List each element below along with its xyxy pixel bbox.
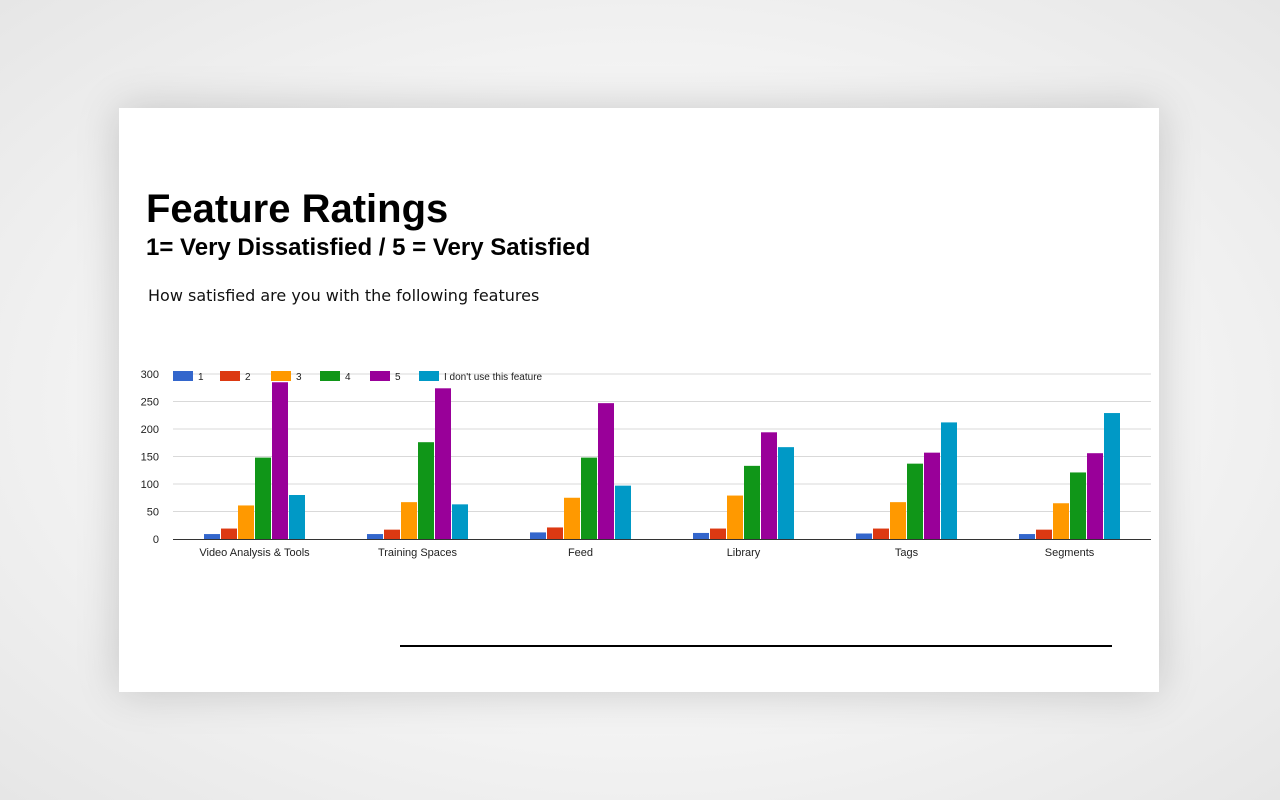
bar-i-don-t-use-this-feature xyxy=(778,447,794,539)
legend-swatch xyxy=(271,371,291,381)
bar-5 xyxy=(435,388,451,539)
legend-swatch xyxy=(370,371,390,381)
bar-i-don-t-use-this-feature xyxy=(615,485,631,539)
x-category-label: Tags xyxy=(895,547,919,559)
bar-4 xyxy=(744,465,760,539)
legend-label: 5 xyxy=(395,372,401,383)
x-category-label: Segments xyxy=(1045,547,1095,559)
bar-3 xyxy=(727,495,743,539)
legend-swatch xyxy=(220,371,240,381)
bar-i-don-t-use-this-feature xyxy=(289,495,305,539)
x-axis-categories: Video Analysis & Tools Training Spaces Fee… xyxy=(199,547,1094,559)
bar-3 xyxy=(890,502,906,539)
bar-2 xyxy=(547,527,563,539)
bar-3 xyxy=(401,502,417,539)
legend-label: I don't use this feature xyxy=(444,372,543,383)
y-axis-ticks: 0 50 100 150 200 250 300 xyxy=(141,369,159,546)
x-category-label: Feed xyxy=(568,547,593,559)
legend-swatch xyxy=(419,371,439,381)
bar-4 xyxy=(907,463,923,539)
bar-4 xyxy=(581,457,597,539)
y-tick-label: 100 xyxy=(141,479,159,491)
bar-2 xyxy=(221,528,237,539)
bar-5 xyxy=(272,382,288,539)
bar-2 xyxy=(1036,529,1052,539)
bar-5 xyxy=(598,403,614,539)
bar-1 xyxy=(1019,534,1035,539)
bar-1 xyxy=(530,532,546,539)
bar-5 xyxy=(761,432,777,539)
y-tick-label: 0 xyxy=(153,534,159,546)
bars xyxy=(204,382,1120,539)
bar-2 xyxy=(384,529,400,539)
bar-4 xyxy=(1070,472,1086,539)
bar-1 xyxy=(204,534,220,539)
bar-i-don-t-use-this-feature xyxy=(941,422,957,539)
legend-label: 1 xyxy=(198,372,204,383)
x-category-label: Video Analysis & Tools xyxy=(199,547,310,559)
bar-i-don-t-use-this-feature xyxy=(1104,413,1120,539)
slide-subtitle: 1= Very Dissatisfied / 5 = Very Satisfie… xyxy=(146,234,591,261)
legend: 1 2 3 4 5 I don't use this feature xyxy=(173,371,543,383)
y-tick-label: 200 xyxy=(141,424,159,436)
bar-3 xyxy=(1053,503,1069,539)
bar-5 xyxy=(1087,453,1103,539)
bar-3 xyxy=(564,497,580,539)
x-category-label: Training Spaces xyxy=(378,547,458,559)
legend-label: 4 xyxy=(345,372,351,383)
y-tick-label: 250 xyxy=(141,397,159,409)
survey-question: How satisfied are you with the following… xyxy=(148,286,540,305)
legend-swatch xyxy=(320,371,340,381)
bar-chart: 0 50 100 150 200 250 300 Video Analysis & Tool… xyxy=(141,369,1151,559)
y-tick-label: 150 xyxy=(141,452,159,464)
bar-1 xyxy=(693,532,709,539)
y-tick-label: 300 xyxy=(141,369,159,381)
slide-title: Feature Ratings xyxy=(146,187,449,231)
legend-swatch xyxy=(173,371,193,381)
x-category-label: Library xyxy=(727,547,761,559)
y-tick-label: 50 xyxy=(147,507,159,519)
bar-1 xyxy=(856,533,872,539)
legend-label: 3 xyxy=(296,372,302,383)
bar-5 xyxy=(924,452,940,539)
bar-1 xyxy=(367,534,383,539)
divider-line xyxy=(400,645,1112,647)
bar-4 xyxy=(418,442,434,539)
legend-label: 2 xyxy=(245,372,251,383)
bar-2 xyxy=(710,528,726,539)
slide: Feature Ratings 1= Very Dissatisfied / 5… xyxy=(119,108,1159,692)
gridlines xyxy=(173,373,1151,512)
bar-i-don-t-use-this-feature xyxy=(452,504,468,539)
bar-4 xyxy=(255,457,271,539)
bar-3 xyxy=(238,505,254,539)
bar-2 xyxy=(873,528,889,539)
